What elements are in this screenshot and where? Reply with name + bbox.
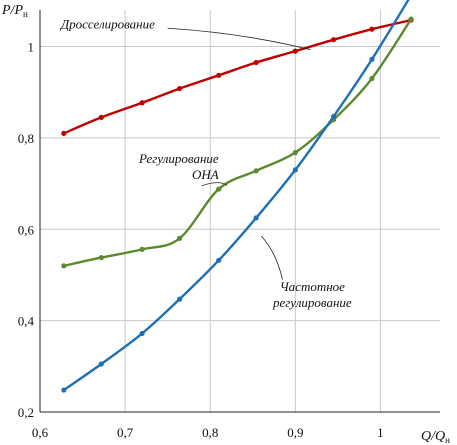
data-point-frequency (369, 56, 375, 62)
series-label-line: Регулирование (138, 151, 219, 166)
series-label-line: Частотное (280, 279, 345, 294)
annotation-layer: Дросселирование Регулирование ОНА Частотное… (59, 16, 352, 310)
series-label-line: Дросселирование (59, 16, 155, 31)
data-point-frequency (139, 330, 145, 337)
data-point-frequency (292, 167, 298, 173)
x-tick-label: 0,6 (32, 425, 49, 440)
y-tick-label: 0,2 (18, 405, 34, 420)
y-axis-title: P/Pн (1, 3, 28, 19)
data-point-throttle (253, 59, 259, 66)
series-line-ona (63, 18, 413, 267)
data-point-throttle (292, 48, 298, 54)
grid-layer (40, 10, 440, 412)
data-point-ona (216, 186, 222, 192)
data-point-ona (369, 75, 375, 82)
data-point-throttle (139, 100, 145, 106)
y-axis-title-sub: н (23, 9, 28, 19)
data-point-ona (408, 16, 414, 22)
y-axis-title-main: P/P (1, 3, 23, 18)
y-tick-label: 1 (28, 40, 35, 55)
data-point-throttle (369, 26, 375, 32)
series-label-line: регулирование (272, 295, 352, 310)
data-point-frequency (253, 215, 259, 221)
data-point-frequency (98, 361, 104, 367)
x-tick-label: 0,9 (287, 425, 303, 440)
data-point-ona (292, 149, 298, 156)
data-point-frequency (216, 257, 222, 263)
tick-label-layer: 0,6 0,7 0,8 0,9 1 0,2 0,4 0,6 0,8 1 (18, 40, 384, 440)
series-label-throttle: Дросселирование (59, 16, 155, 31)
x-tick-label: 1 (377, 425, 384, 440)
series-line-throttle (63, 18, 412, 135)
data-point-frequency (176, 296, 183, 302)
leader-line-throttle (167, 27, 311, 51)
data-point-throttle (176, 85, 183, 92)
data-point-throttle (216, 72, 222, 78)
leader-line-ona (201, 182, 228, 187)
y-tick-label: 0,8 (18, 131, 34, 146)
x-axis-title-sub: н (445, 435, 450, 445)
data-point-frequency (61, 387, 67, 393)
data-point-throttle (98, 114, 104, 120)
data-point-ona (61, 263, 67, 269)
data-point-frequency (331, 113, 337, 120)
series-label-line: ОНА (192, 167, 219, 182)
data-point-ona (98, 254, 104, 261)
series-line-frequency (63, 0, 410, 392)
x-axis-title-main: Q/Q (421, 429, 445, 444)
data-point-throttle (61, 130, 67, 136)
data-point-ona (176, 235, 183, 242)
y-tick-label: 0,4 (18, 314, 35, 329)
leader-line-frequency (260, 235, 283, 280)
data-point-ona (253, 168, 259, 174)
axes-layer (39, 10, 440, 413)
x-axis-title: Q/Qн (421, 429, 450, 445)
series-layer (61, 0, 414, 393)
data-point-ona (139, 246, 145, 252)
x-tick-label: 0,8 (202, 425, 218, 440)
y-tick-label: 0,6 (18, 222, 35, 237)
data-point-throttle (331, 37, 337, 43)
series-label-frequency: Частотное регулирование (272, 279, 352, 310)
series-label-ona: Регулирование ОНА (138, 151, 219, 182)
x-tick-label: 0,7 (117, 425, 134, 440)
